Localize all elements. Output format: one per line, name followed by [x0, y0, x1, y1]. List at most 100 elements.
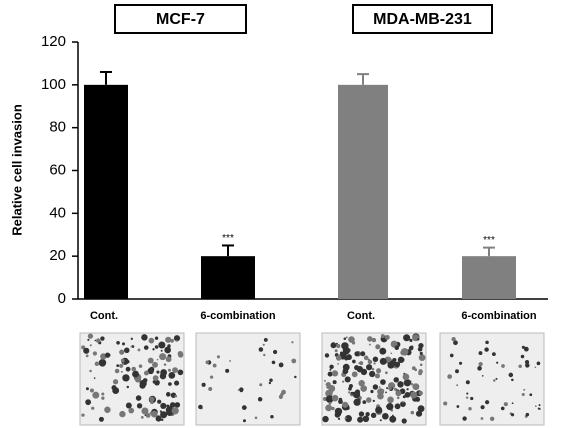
micrograph-cell [382, 412, 389, 420]
micrograph-cell [242, 419, 246, 423]
micrograph-cell [410, 410, 415, 415]
micrograph-cell [480, 405, 485, 410]
micrograph-cell [150, 400, 154, 405]
micrograph-cell [371, 368, 375, 371]
micrograph-cell [165, 392, 171, 397]
micrograph-cell [152, 348, 155, 351]
micrograph-cell [239, 387, 244, 392]
micrograph-cell [125, 366, 131, 372]
micrograph-cell [404, 391, 411, 398]
micrograph-cell [120, 370, 123, 373]
micrograph-cell [81, 345, 86, 350]
micrograph-cell [87, 338, 90, 341]
micrograph-cell [160, 402, 167, 410]
micrograph-cell [119, 349, 125, 355]
micrograph-cell [132, 370, 139, 378]
micrograph-cell [370, 412, 377, 419]
micrograph-cell [453, 340, 458, 346]
micrograph-cell [491, 352, 496, 357]
y-tick-label: 120 [41, 33, 66, 50]
micrograph-cell [484, 347, 489, 352]
micrograph-cell [112, 387, 120, 394]
micrograph-cell [145, 413, 151, 418]
micrograph-cell [524, 360, 530, 365]
micrograph-cell [470, 396, 474, 401]
micrograph-cell [331, 370, 339, 377]
micrograph-cell [496, 361, 499, 364]
micrograph-cell [104, 352, 111, 358]
micrograph-cell [511, 378, 514, 382]
micrograph-cell [208, 387, 213, 392]
micrograph-cell [167, 368, 171, 372]
micrograph-cell [144, 414, 147, 417]
micrograph-cell [89, 369, 92, 373]
micrograph-cell [325, 381, 331, 388]
micrograph-cell [159, 372, 167, 380]
micrograph-cell [418, 343, 424, 349]
micrograph-cell [334, 349, 338, 353]
micrograph-cell [336, 344, 341, 349]
micrograph-cell [152, 361, 158, 368]
micrograph-cell [365, 412, 370, 417]
micrograph-cell [523, 346, 529, 352]
micrograph-cell [119, 410, 126, 418]
micrograph-cell [408, 380, 412, 383]
micrograph-cell [351, 371, 358, 378]
micrograph-cell [344, 415, 352, 423]
micrograph-cell [370, 389, 374, 394]
micrograph-cell [83, 347, 90, 354]
micrograph-cell [372, 384, 379, 390]
micrograph-cell [155, 415, 162, 422]
micrograph-cell [410, 382, 414, 386]
micrograph-cell [379, 419, 382, 422]
micrograph-cell [164, 346, 172, 354]
x-tick-label: Cont. [90, 310, 118, 322]
micrograph-cell [100, 336, 105, 341]
micrograph-cell [534, 366, 537, 369]
micrograph-cell [149, 396, 155, 402]
micrograph-cell [329, 364, 334, 370]
micrograph-cell [408, 345, 414, 351]
micrograph-cell [160, 349, 163, 352]
bar [84, 84, 128, 299]
micrograph-cell [458, 361, 463, 365]
micrograph-cell [401, 418, 407, 424]
micrograph-cell [410, 391, 418, 399]
micrograph-cell [114, 368, 120, 374]
micrograph-cell [168, 371, 176, 379]
micrograph-cell [273, 349, 278, 355]
micrograph-cell [374, 373, 380, 379]
micrograph-cell [372, 356, 379, 363]
micrograph-cell [403, 334, 411, 342]
micrograph-cell [116, 340, 120, 345]
micrograph-cell [137, 348, 141, 352]
micrograph-cell [348, 384, 354, 389]
micrograph-cell [325, 404, 333, 412]
micrograph-cell [417, 405, 425, 413]
micrograph-cell [523, 388, 526, 391]
micrograph [195, 332, 301, 426]
micrograph-cell [377, 392, 384, 400]
micrograph-cell [163, 363, 167, 366]
micrograph-cell [92, 391, 100, 399]
micrograph-cell [382, 389, 385, 392]
micrograph-cell [394, 345, 400, 351]
micrograph-cell [468, 407, 472, 411]
micrograph-cell [98, 416, 104, 422]
micrograph-cell [378, 386, 381, 388]
x-tick-label: 6-combination [461, 310, 536, 322]
micrograph-cell [538, 404, 541, 407]
micrograph-cell [342, 401, 349, 408]
micrograph-cell [140, 415, 144, 419]
micrograph-cell [138, 364, 143, 368]
micrograph-cell [325, 395, 334, 403]
micrograph-cell [397, 381, 404, 388]
micrograph-cell [354, 389, 361, 395]
micrograph-cell [258, 397, 261, 400]
micrograph-cell [91, 406, 95, 410]
y-axis-label: Relative cell invasion [9, 104, 24, 236]
micrograph-cell [385, 405, 389, 408]
micrograph-cell [394, 361, 401, 368]
bar [201, 256, 255, 299]
micrograph-cell [351, 341, 356, 345]
